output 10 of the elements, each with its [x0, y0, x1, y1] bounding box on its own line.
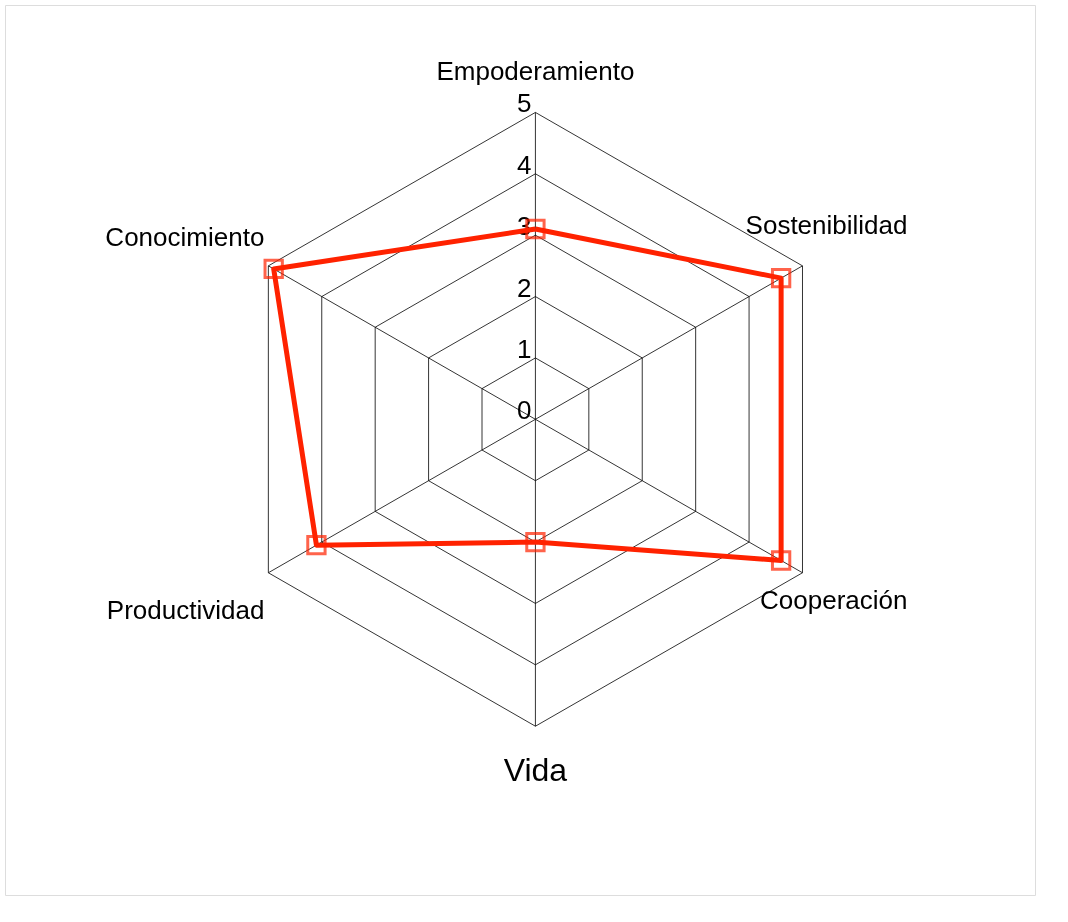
spoke-label: Empoderamiento: [436, 56, 635, 87]
y-tick-label: 4: [516, 149, 532, 180]
spoke-label: Productividad: [106, 594, 265, 625]
spoke-label: Conocimiento: [105, 221, 265, 252]
y-tick-label: 1: [516, 333, 532, 364]
spoke-label: Sostenibilidad: [745, 209, 908, 240]
y-tick-label: 5: [516, 88, 532, 119]
spoke-label: Cooperación: [760, 584, 908, 615]
y-tick-label: 2: [516, 272, 532, 303]
spoke-label: Vida: [503, 752, 568, 789]
